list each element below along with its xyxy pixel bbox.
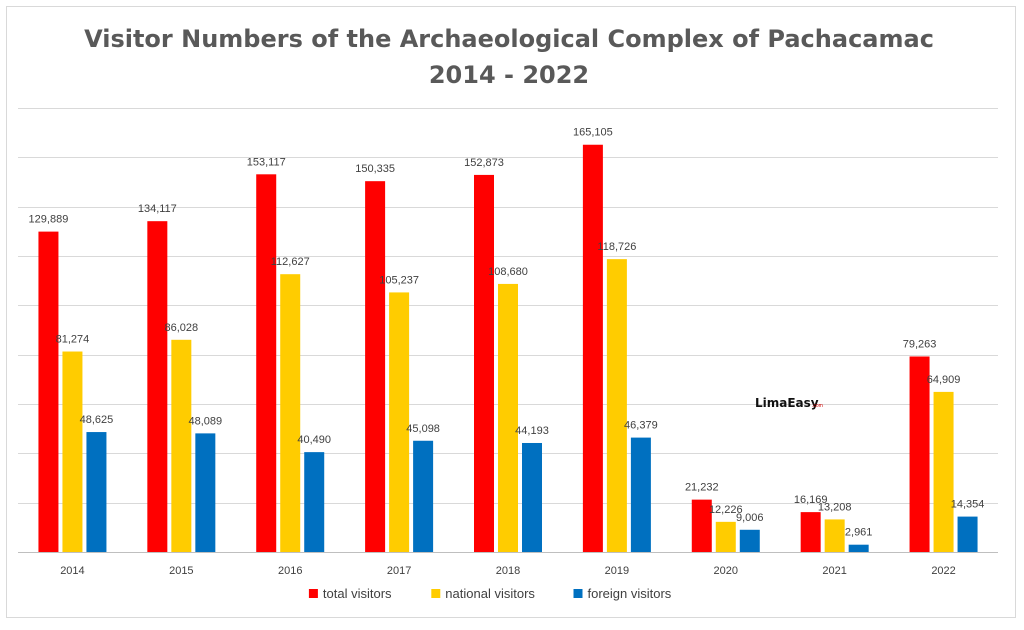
x-tick-label: 2016 xyxy=(278,565,302,577)
data-label: 86,028 xyxy=(165,322,199,334)
bar-total-visitors-2014 xyxy=(38,232,58,552)
watermark-logo: LimaEasy .com xyxy=(755,396,823,410)
data-label: 79,263 xyxy=(903,338,937,350)
bar-foreign-visitors-2019 xyxy=(631,438,651,552)
bar-national-visitors-2014 xyxy=(62,352,82,552)
x-tick-label: 2021 xyxy=(822,565,846,577)
bar-foreign-visitors-2018 xyxy=(522,443,542,552)
data-label: 45,098 xyxy=(406,423,440,435)
bar-total-visitors-2017 xyxy=(365,181,385,552)
bar-national-visitors-2022 xyxy=(934,392,954,552)
bar-national-visitors-2015 xyxy=(171,340,191,552)
legend: total visitors national visitors foreign v… xyxy=(309,586,672,601)
bar-national-visitors-2019 xyxy=(607,259,627,552)
bar-national-visitors-2016 xyxy=(280,274,300,552)
chart-subtitle: 2014 - 2022 xyxy=(429,61,589,89)
data-label: 112,627 xyxy=(271,256,310,268)
legend-label: foreign visitors xyxy=(588,586,672,601)
data-label: 108,680 xyxy=(488,266,528,278)
chart-title: Visitor Numbers of the Archaeological Co… xyxy=(84,25,934,53)
data-label: 14,354 xyxy=(951,499,985,511)
bar-total-visitors-2016 xyxy=(256,174,276,552)
legend-label: national visitors xyxy=(445,586,535,601)
bar-foreign-visitors-2021 xyxy=(849,545,869,552)
data-label: 21,232 xyxy=(685,482,719,494)
bar-total-visitors-2018 xyxy=(474,175,494,552)
bar-foreign-visitors-2020 xyxy=(740,530,760,552)
data-label: 118,726 xyxy=(597,241,636,253)
bar-foreign-visitors-2022 xyxy=(958,517,978,552)
data-label: 105,237 xyxy=(379,274,419,286)
data-label: 2,961 xyxy=(845,527,873,539)
x-tick-label: 2017 xyxy=(387,565,411,577)
x-tick-label: 2014 xyxy=(60,565,84,577)
x-tick-label: 2018 xyxy=(496,565,520,577)
bar-total-visitors-2021 xyxy=(801,512,821,552)
data-label: 153,117 xyxy=(247,156,286,168)
x-tick-label: 2015 xyxy=(169,565,193,577)
data-label: 40,490 xyxy=(297,434,331,446)
bar-national-visitors-2021 xyxy=(825,519,845,552)
data-label: 64,909 xyxy=(927,374,961,386)
data-label: 48,089 xyxy=(189,415,223,427)
x-tick-labels: 2014 2015 2016 2017 2018 2019 2020 2021 2022 xyxy=(60,565,956,577)
bar-foreign-visitors-2014 xyxy=(86,432,106,552)
x-tick-label: 2019 xyxy=(605,565,629,577)
bar-total-visitors-2019 xyxy=(583,145,603,552)
data-label: 44,193 xyxy=(515,425,549,437)
data-label: 9,006 xyxy=(736,512,764,524)
data-label: 165,105 xyxy=(573,127,613,139)
legend-swatch-foreign-visitors xyxy=(574,589,583,598)
x-tick-label: 2020 xyxy=(714,565,738,577)
x-tick-label: 2022 xyxy=(931,565,955,577)
bar-national-visitors-2020 xyxy=(716,522,736,552)
data-label: 46,379 xyxy=(624,420,658,432)
bar-foreign-visitors-2015 xyxy=(195,433,215,552)
bar-total-visitors-2015 xyxy=(147,221,167,552)
bar-national-visitors-2018 xyxy=(498,284,518,552)
data-label: 81,274 xyxy=(56,334,90,346)
watermark-suffix: .com xyxy=(812,403,823,409)
bar-chart: Visitor Numbers of the Archaeological Co… xyxy=(0,0,1024,630)
bar-foreign-visitors-2016 xyxy=(304,452,324,552)
data-label: 134,117 xyxy=(138,203,177,215)
bars xyxy=(38,145,977,552)
watermark-text: LimaEasy xyxy=(755,396,819,410)
data-label: 152,873 xyxy=(464,157,504,169)
data-label: 129,889 xyxy=(29,214,69,226)
data-label: 13,208 xyxy=(818,501,852,513)
legend-swatch-total-visitors xyxy=(309,589,318,598)
data-label: 48,625 xyxy=(80,414,114,426)
legend-label: total visitors xyxy=(323,586,392,601)
legend-swatch-national-visitors xyxy=(431,589,440,598)
data-label: 150,335 xyxy=(355,163,395,175)
bar-foreign-visitors-2017 xyxy=(413,441,433,552)
